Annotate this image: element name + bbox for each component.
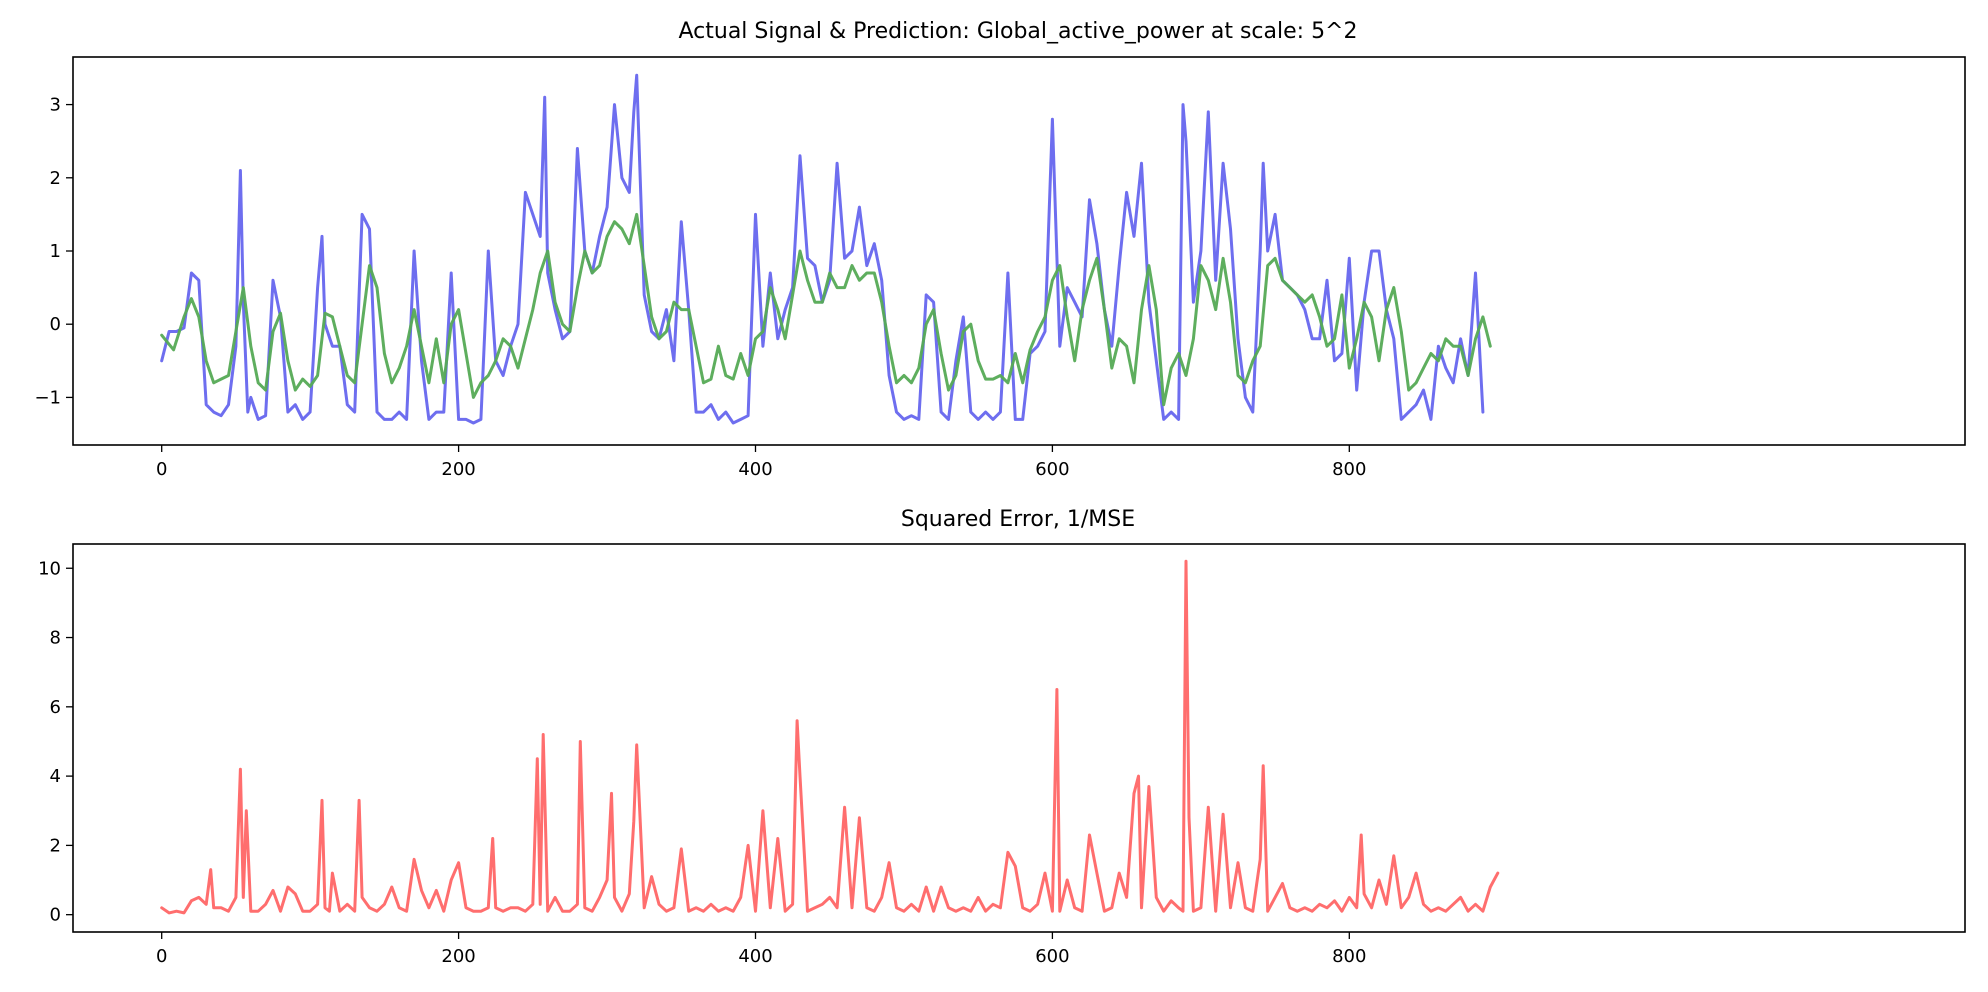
signal-prediction-panel: Actual Signal & Prediction: Global_activ…: [34, 19, 1966, 480]
squared-error-title: Squared Error, 1/MSE: [901, 507, 1135, 532]
signal-prediction-series-line-1: [160, 212, 1492, 407]
squared-error-x-tick-label: 0: [156, 946, 167, 967]
squared-error-frame: [72, 543, 1966, 933]
squared-error-x-tick-label: 200: [441, 946, 475, 967]
signal-prediction-y-tick-label: 3: [50, 95, 61, 116]
squared-error-y-tick-label: 6: [50, 697, 61, 718]
signal-prediction-x-tick-label: 200: [441, 459, 475, 480]
squared-error-x-tick-label: 800: [1332, 946, 1366, 967]
squared-error-x-tick-label: 400: [738, 946, 772, 967]
signal-prediction-y-tick-label: 0: [50, 314, 61, 335]
squared-error-y-tick-label: 8: [50, 628, 61, 649]
squared-error-y-tick-label: 10: [38, 558, 61, 579]
squared-error-y-tick-label: 0: [50, 905, 61, 926]
signal-prediction-y-tick-label: 2: [50, 168, 61, 189]
signal-prediction-frame: [72, 56, 1966, 446]
signal-prediction-x-tick-label: 0: [156, 459, 167, 480]
squared-error-series-line-0: [160, 559, 1500, 915]
signal-prediction-x-tick-label: 800: [1332, 459, 1366, 480]
squared-error-y-tick-label: 2: [50, 835, 61, 856]
squared-error-axes: 0 200 400 600 800 0 2 4 6 8 10: [38, 558, 1500, 967]
squared-error-x-tick-label: 600: [1035, 946, 1069, 967]
signal-prediction-axes: 0 200 400 600 800 −1 0 1 2 3: [34, 73, 1492, 480]
signal-prediction-y-tick-label: −1: [34, 387, 61, 408]
signal-prediction-title: Actual Signal & Prediction: Global_activ…: [679, 19, 1358, 44]
signal-prediction-y-tick-label: 1: [50, 241, 61, 262]
signal-prediction-x-tick-label: 600: [1035, 459, 1069, 480]
squared-error-panel: Squared Error, 1/MSE 0 200 400 600 800 0 2 4 6 8 1…: [38, 507, 1966, 967]
squared-error-y-tick-label: 4: [50, 766, 61, 787]
signal-prediction-series-line-0: [160, 73, 1485, 425]
signal-prediction-x-tick-label: 400: [738, 459, 772, 480]
